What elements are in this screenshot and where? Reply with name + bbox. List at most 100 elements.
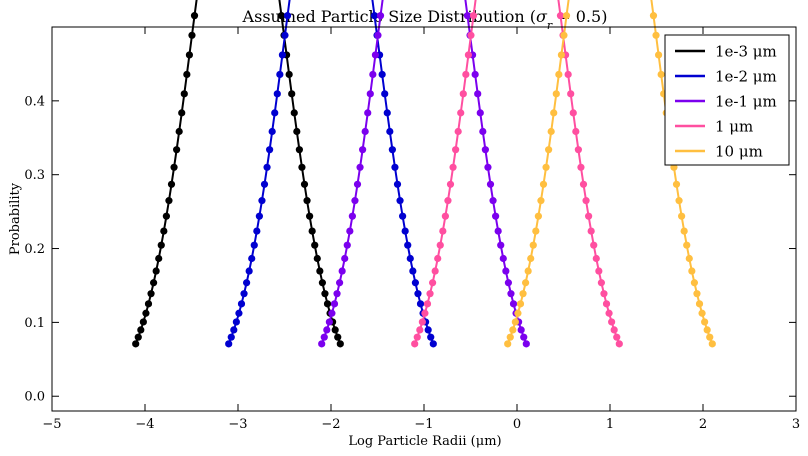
data-point	[180, 90, 188, 98]
data-point	[132, 340, 140, 348]
series-line	[413, 0, 621, 345]
data-point	[240, 290, 248, 298]
data-point	[134, 333, 142, 341]
data-point	[550, 109, 558, 117]
data-point	[459, 90, 467, 98]
legend-item: 10 μm	[675, 143, 763, 161]
data-point	[557, 51, 566, 59]
data-point	[602, 300, 611, 308]
series-line	[506, 0, 714, 345]
data-point	[333, 290, 341, 298]
data-point	[369, 70, 377, 79]
data-point	[436, 241, 444, 249]
data-point	[298, 163, 306, 171]
data-point	[429, 279, 437, 287]
data-point	[165, 197, 173, 205]
data-point	[313, 254, 321, 263]
data-point	[290, 109, 298, 117]
data-point	[185, 51, 194, 59]
data-point	[569, 109, 577, 117]
data-point	[250, 241, 258, 249]
data-point	[652, 31, 660, 39]
data-point	[520, 333, 528, 341]
title-prefix: Assumed Particle Size Distribution (	[242, 7, 536, 26]
data-point	[295, 146, 303, 154]
series-layer	[132, 0, 716, 348]
data-point	[511, 318, 519, 326]
data-point	[462, 70, 470, 79]
data-point	[562, 12, 571, 20]
data-point	[406, 254, 414, 263]
data-point	[152, 267, 160, 275]
data-point	[404, 241, 412, 249]
data-point	[273, 90, 281, 98]
data-point	[429, 340, 437, 348]
data-point	[411, 340, 419, 348]
data-point	[343, 241, 351, 249]
data-point	[383, 109, 391, 117]
series-line	[320, 0, 528, 345]
data-point	[564, 70, 572, 79]
data-point	[271, 109, 279, 117]
data-point	[248, 254, 256, 263]
data-point	[427, 333, 435, 341]
legend: 1e-3 μm 1e-2 μm 1e-1 μm 1 μm 10 μm	[664, 34, 790, 166]
data-point	[306, 212, 314, 220]
data-point	[507, 290, 515, 298]
data-point	[439, 227, 447, 235]
data-point	[597, 279, 606, 287]
data-point	[418, 318, 426, 326]
chart-title: Assumed Particle Size Distribution (σr =…	[242, 7, 608, 32]
data-point	[672, 180, 681, 188]
data-point	[572, 127, 580, 136]
data-point	[386, 127, 394, 136]
data-point	[230, 326, 238, 334]
title-sigma: σ	[536, 7, 548, 26]
x-tick-label: −1	[414, 417, 433, 432]
data-point	[574, 146, 582, 154]
data-point	[178, 109, 186, 117]
data-point	[444, 197, 452, 205]
data-point	[693, 290, 701, 298]
legend-item: 1e-1 μm	[675, 93, 777, 111]
data-point	[423, 300, 432, 308]
data-point	[615, 340, 623, 348]
legend-item: 1e-3 μm	[675, 43, 777, 61]
data-point	[318, 279, 326, 287]
data-point	[547, 127, 555, 136]
data-point	[353, 180, 362, 188]
data-point	[613, 333, 621, 341]
data-point	[225, 340, 233, 348]
data-point	[331, 326, 339, 334]
y-tick-label: 0.2	[24, 242, 45, 257]
data-point	[336, 279, 344, 287]
data-point	[243, 279, 251, 287]
data-point	[416, 300, 425, 308]
data-point	[323, 300, 332, 308]
x-tick-label: −5	[42, 417, 61, 432]
data-point	[162, 212, 170, 220]
data-point	[592, 254, 600, 263]
data-point	[708, 340, 716, 348]
legend-label: 10 μm	[715, 143, 763, 161]
data-point	[474, 90, 482, 98]
data-point	[424, 326, 432, 334]
data-point	[509, 300, 518, 308]
data-point	[263, 163, 271, 171]
data-point	[486, 180, 495, 188]
data-point	[582, 197, 590, 205]
data-point	[359, 146, 367, 154]
data-point	[560, 31, 568, 39]
data-point	[281, 31, 289, 39]
data-point	[504, 340, 512, 348]
x-tick-label: −3	[228, 417, 247, 432]
data-point	[338, 267, 346, 275]
data-point	[321, 290, 329, 298]
legend-item: 1 μm	[675, 118, 753, 136]
data-point	[413, 333, 421, 341]
data-point	[300, 180, 309, 188]
data-point	[232, 318, 240, 326]
data-point	[504, 279, 512, 287]
data-point	[183, 70, 191, 79]
data-point	[524, 267, 532, 275]
